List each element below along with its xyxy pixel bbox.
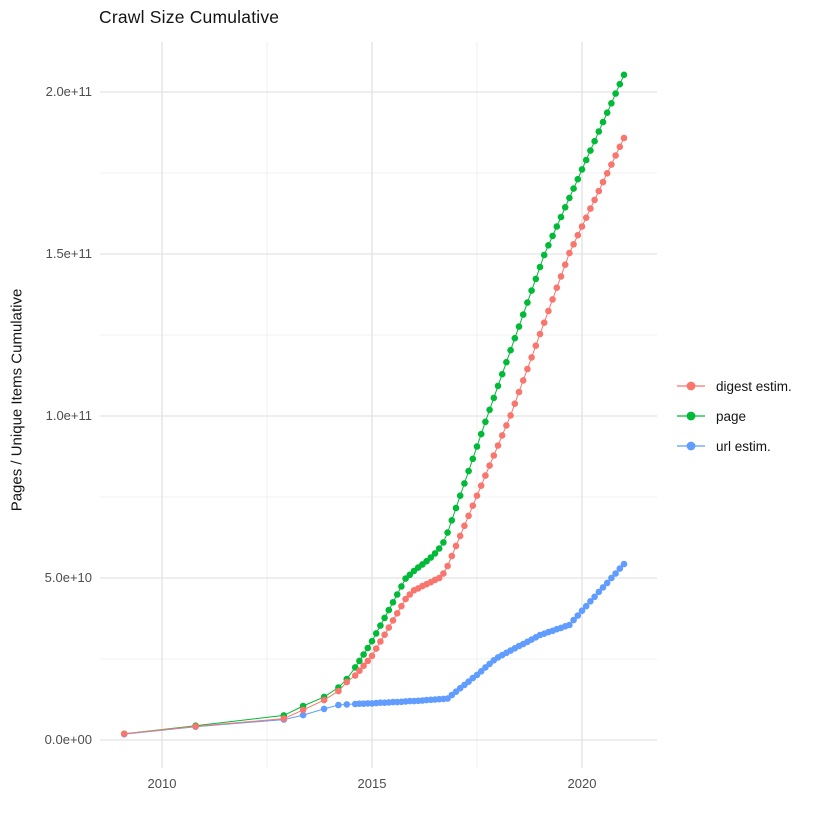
- y-axis-title: Pages / Unique Items Cumulative: [8, 288, 26, 512]
- series-digest-estim: [120, 134, 628, 738]
- y-tick-label: 2.0e+11: [45, 84, 92, 99]
- legend-key-digest-icon: [677, 381, 705, 391]
- y-tick-label: 0.0e+00: [44, 732, 92, 747]
- y-tick-label: 1.0e+11: [45, 408, 92, 423]
- y-tick-label: 5.0e+10: [44, 570, 92, 585]
- legend: digest estim. page url estim.: [676, 375, 792, 457]
- legend-item-page: page: [676, 405, 792, 427]
- page-title: Crawl Size Cumulative: [99, 7, 280, 27]
- legend-label: digest estim.: [716, 378, 792, 394]
- x-tick-label: 2020: [567, 776, 597, 791]
- series-url-estim: [120, 560, 628, 738]
- series-page: [120, 71, 628, 738]
- legend-label: url estim.: [716, 438, 771, 454]
- legend-key-url-icon: [677, 441, 705, 451]
- chart-canvas: [100, 42, 657, 768]
- y-tick-label: 1.5e+11: [45, 246, 92, 261]
- legend-item-digest-estim: digest estim.: [676, 375, 792, 397]
- legend-label: page: [716, 408, 747, 424]
- legend-item-url-estim: url estim.: [676, 435, 792, 457]
- legend-key-page-icon: [677, 411, 705, 421]
- x-tick-label: 2015: [357, 776, 387, 791]
- x-tick-label: 2010: [147, 776, 177, 791]
